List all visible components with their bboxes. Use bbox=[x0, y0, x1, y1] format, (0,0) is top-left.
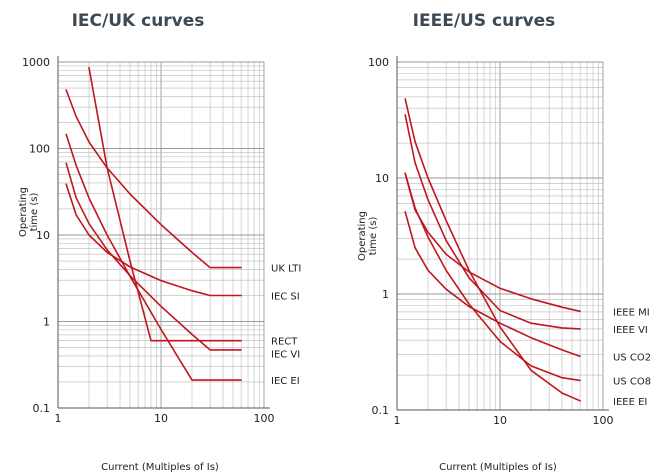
series-line-ieee-ei bbox=[404, 98, 581, 402]
x-axis-label: Current (Multiples of Is) bbox=[439, 462, 557, 473]
y-axis-label-line: Operating bbox=[18, 187, 29, 237]
series-line-uk-lti bbox=[65, 89, 242, 269]
x-tick-label: 100 bbox=[254, 412, 275, 425]
x-tick-label: 1 bbox=[55, 412, 62, 425]
series-line-us-co8 bbox=[404, 172, 581, 382]
curves bbox=[404, 98, 581, 402]
x-tick-label: 1 bbox=[394, 414, 401, 427]
y-axis-label-line: time (s) bbox=[29, 193, 40, 232]
y-tick-label: 100 bbox=[29, 143, 50, 156]
series-line-iec-ei bbox=[65, 133, 242, 381]
x-tick-label: 10 bbox=[493, 414, 507, 427]
series-label-iec-vi: IEC VI bbox=[271, 350, 300, 361]
x-tick-label: 100 bbox=[593, 414, 614, 427]
series-label-iec-si: IEC SI bbox=[271, 291, 300, 302]
series-label-ieee-vi: IEEE VI bbox=[613, 325, 648, 336]
series-label-ieee-mi: IEEE MI bbox=[613, 307, 650, 318]
series-label-us-co8: US CO8 bbox=[613, 376, 651, 387]
y-tick-label: 1000 bbox=[22, 56, 50, 69]
series-label-uk-lti: UK LTI bbox=[271, 264, 301, 275]
chart-title: IEEE/US curves bbox=[413, 11, 556, 31]
y-tick-label: 0.1 bbox=[33, 402, 51, 415]
chart-2: IEEE/US curves 1 10 100 0.1 1 10 100 Current (Mu… bbox=[357, 11, 651, 473]
y-tick-label: 1 bbox=[382, 288, 389, 301]
y-axis-label-line: Operating bbox=[357, 211, 368, 261]
series-label-ieee-ei: IEEE EI bbox=[613, 397, 647, 408]
series-label-rect: RECT bbox=[271, 337, 298, 348]
y-axis-label: Operatingtime (s) bbox=[357, 211, 379, 261]
y-tick-label: 10 bbox=[36, 229, 50, 242]
chart-1: IEC/UK curves 1 10 100 0.1 1 10 100 1000 Current … bbox=[18, 11, 301, 473]
y-tick-label: 100 bbox=[368, 56, 389, 69]
series-line-us-co2 bbox=[404, 211, 581, 358]
curves bbox=[65, 66, 242, 381]
y-tick-label: 10 bbox=[375, 172, 389, 185]
series-line-iec-si bbox=[65, 183, 242, 297]
series-label-iec-ei: IEC EI bbox=[271, 376, 300, 387]
y-axis-label-line: time (s) bbox=[368, 217, 379, 256]
y-tick-label: 0.1 bbox=[372, 404, 390, 417]
y-tick-label: 1 bbox=[43, 316, 50, 329]
y-axis-label: Operatingtime (s) bbox=[18, 187, 40, 237]
series-line-ieee-vi bbox=[404, 114, 581, 330]
series-line-rect bbox=[88, 66, 242, 342]
chart-title: IEC/UK curves bbox=[72, 11, 205, 31]
series-label-us-co2: US CO2 bbox=[613, 352, 651, 363]
x-tick-label: 10 bbox=[154, 412, 168, 425]
x-axis-label: Current (Multiples of Is) bbox=[101, 462, 219, 473]
